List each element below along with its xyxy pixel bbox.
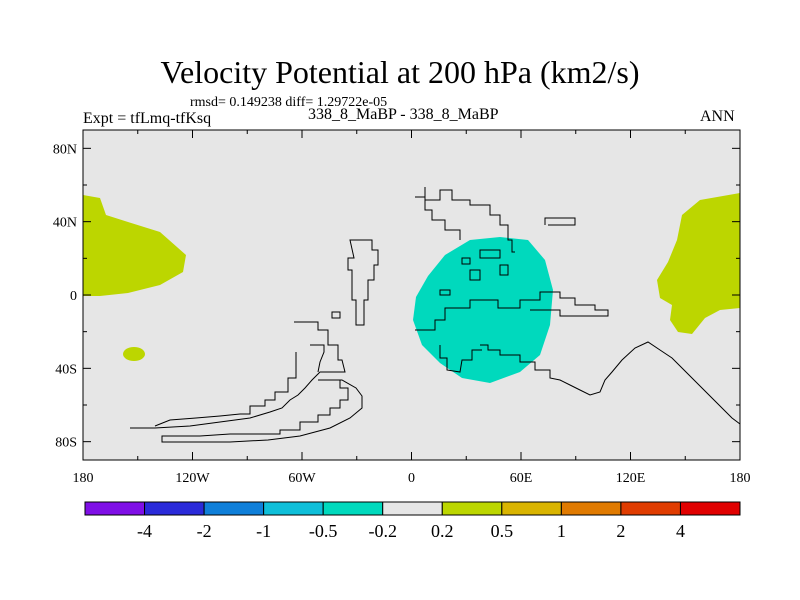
colorbar-swatch [441,501,503,516]
colorbar-swatch [501,501,562,516]
colorbar-label: 4 [676,521,685,541]
case-names: 338_8_MaBP - 338_8_MaBP [308,106,499,123]
season-label: ANN [700,108,735,125]
y-tick-label: 80S [55,436,77,451]
colorbar-label: -0.2 [368,521,397,541]
colorbar-swatch [84,501,146,516]
plot-title: Velocity Potential at 200 hPa (km2/s) [160,54,640,90]
colorbar-swatch [382,501,443,516]
y-tick-label: 0 [70,289,77,304]
colorbar-swatch [322,501,384,516]
x-tick-label: 120E [616,471,646,486]
colorbar-label: 2 [616,521,625,541]
colorbar [84,501,741,516]
colorbar-label: 1 [557,521,566,541]
x-tick-label: 0 [408,471,415,486]
positive-anomaly-region [123,347,145,361]
x-tick-label: 180 [73,471,94,486]
x-tick-label: 60E [510,471,533,486]
positive-anomaly-region [657,193,740,334]
colorbar-label: 0.5 [491,521,514,541]
colorbar-swatch [144,501,205,516]
coastlines [130,187,741,443]
stats-line: rmsd= 0.149238 diff= 1.29722e-05 [190,95,388,110]
y-tick-label: 40N [53,216,77,231]
y-tick-label: 80N [53,142,77,157]
x-tick-label: 120W [175,471,210,486]
experiment-label: Expt = tfLmq-tfKsq [83,110,212,127]
colorbar-swatch [560,501,622,516]
positive-anomaly-region [83,195,186,296]
colorbar-swatch [679,501,741,516]
x-tick-label: 180 [730,471,751,486]
colorbar-labels: -4 -2 -1 -0.5 -0.2 0.2 0.5 1 2 4 [137,521,685,541]
colorbar-swatch [203,501,265,516]
map-background [83,130,740,460]
y-tick-label: 40S [55,362,77,377]
colorbar-label: -2 [197,521,212,541]
colorbar-label: -1 [256,521,271,541]
colorbar-swatch [263,501,324,516]
axis-ticks [82,130,741,460]
colorbar-label: 0.2 [431,521,454,541]
colorbar-label: -0.5 [309,521,338,541]
colorbar-swatch [620,501,681,516]
negative-anomaly-region [413,237,553,383]
x-axis-labels: 180 120W 60W 0 60E 120E 180 [73,471,751,486]
y-axis-labels: 80N 40N 0 40S 80S [53,142,77,450]
x-tick-label: 60W [288,471,316,486]
colorbar-label: -4 [137,521,152,541]
